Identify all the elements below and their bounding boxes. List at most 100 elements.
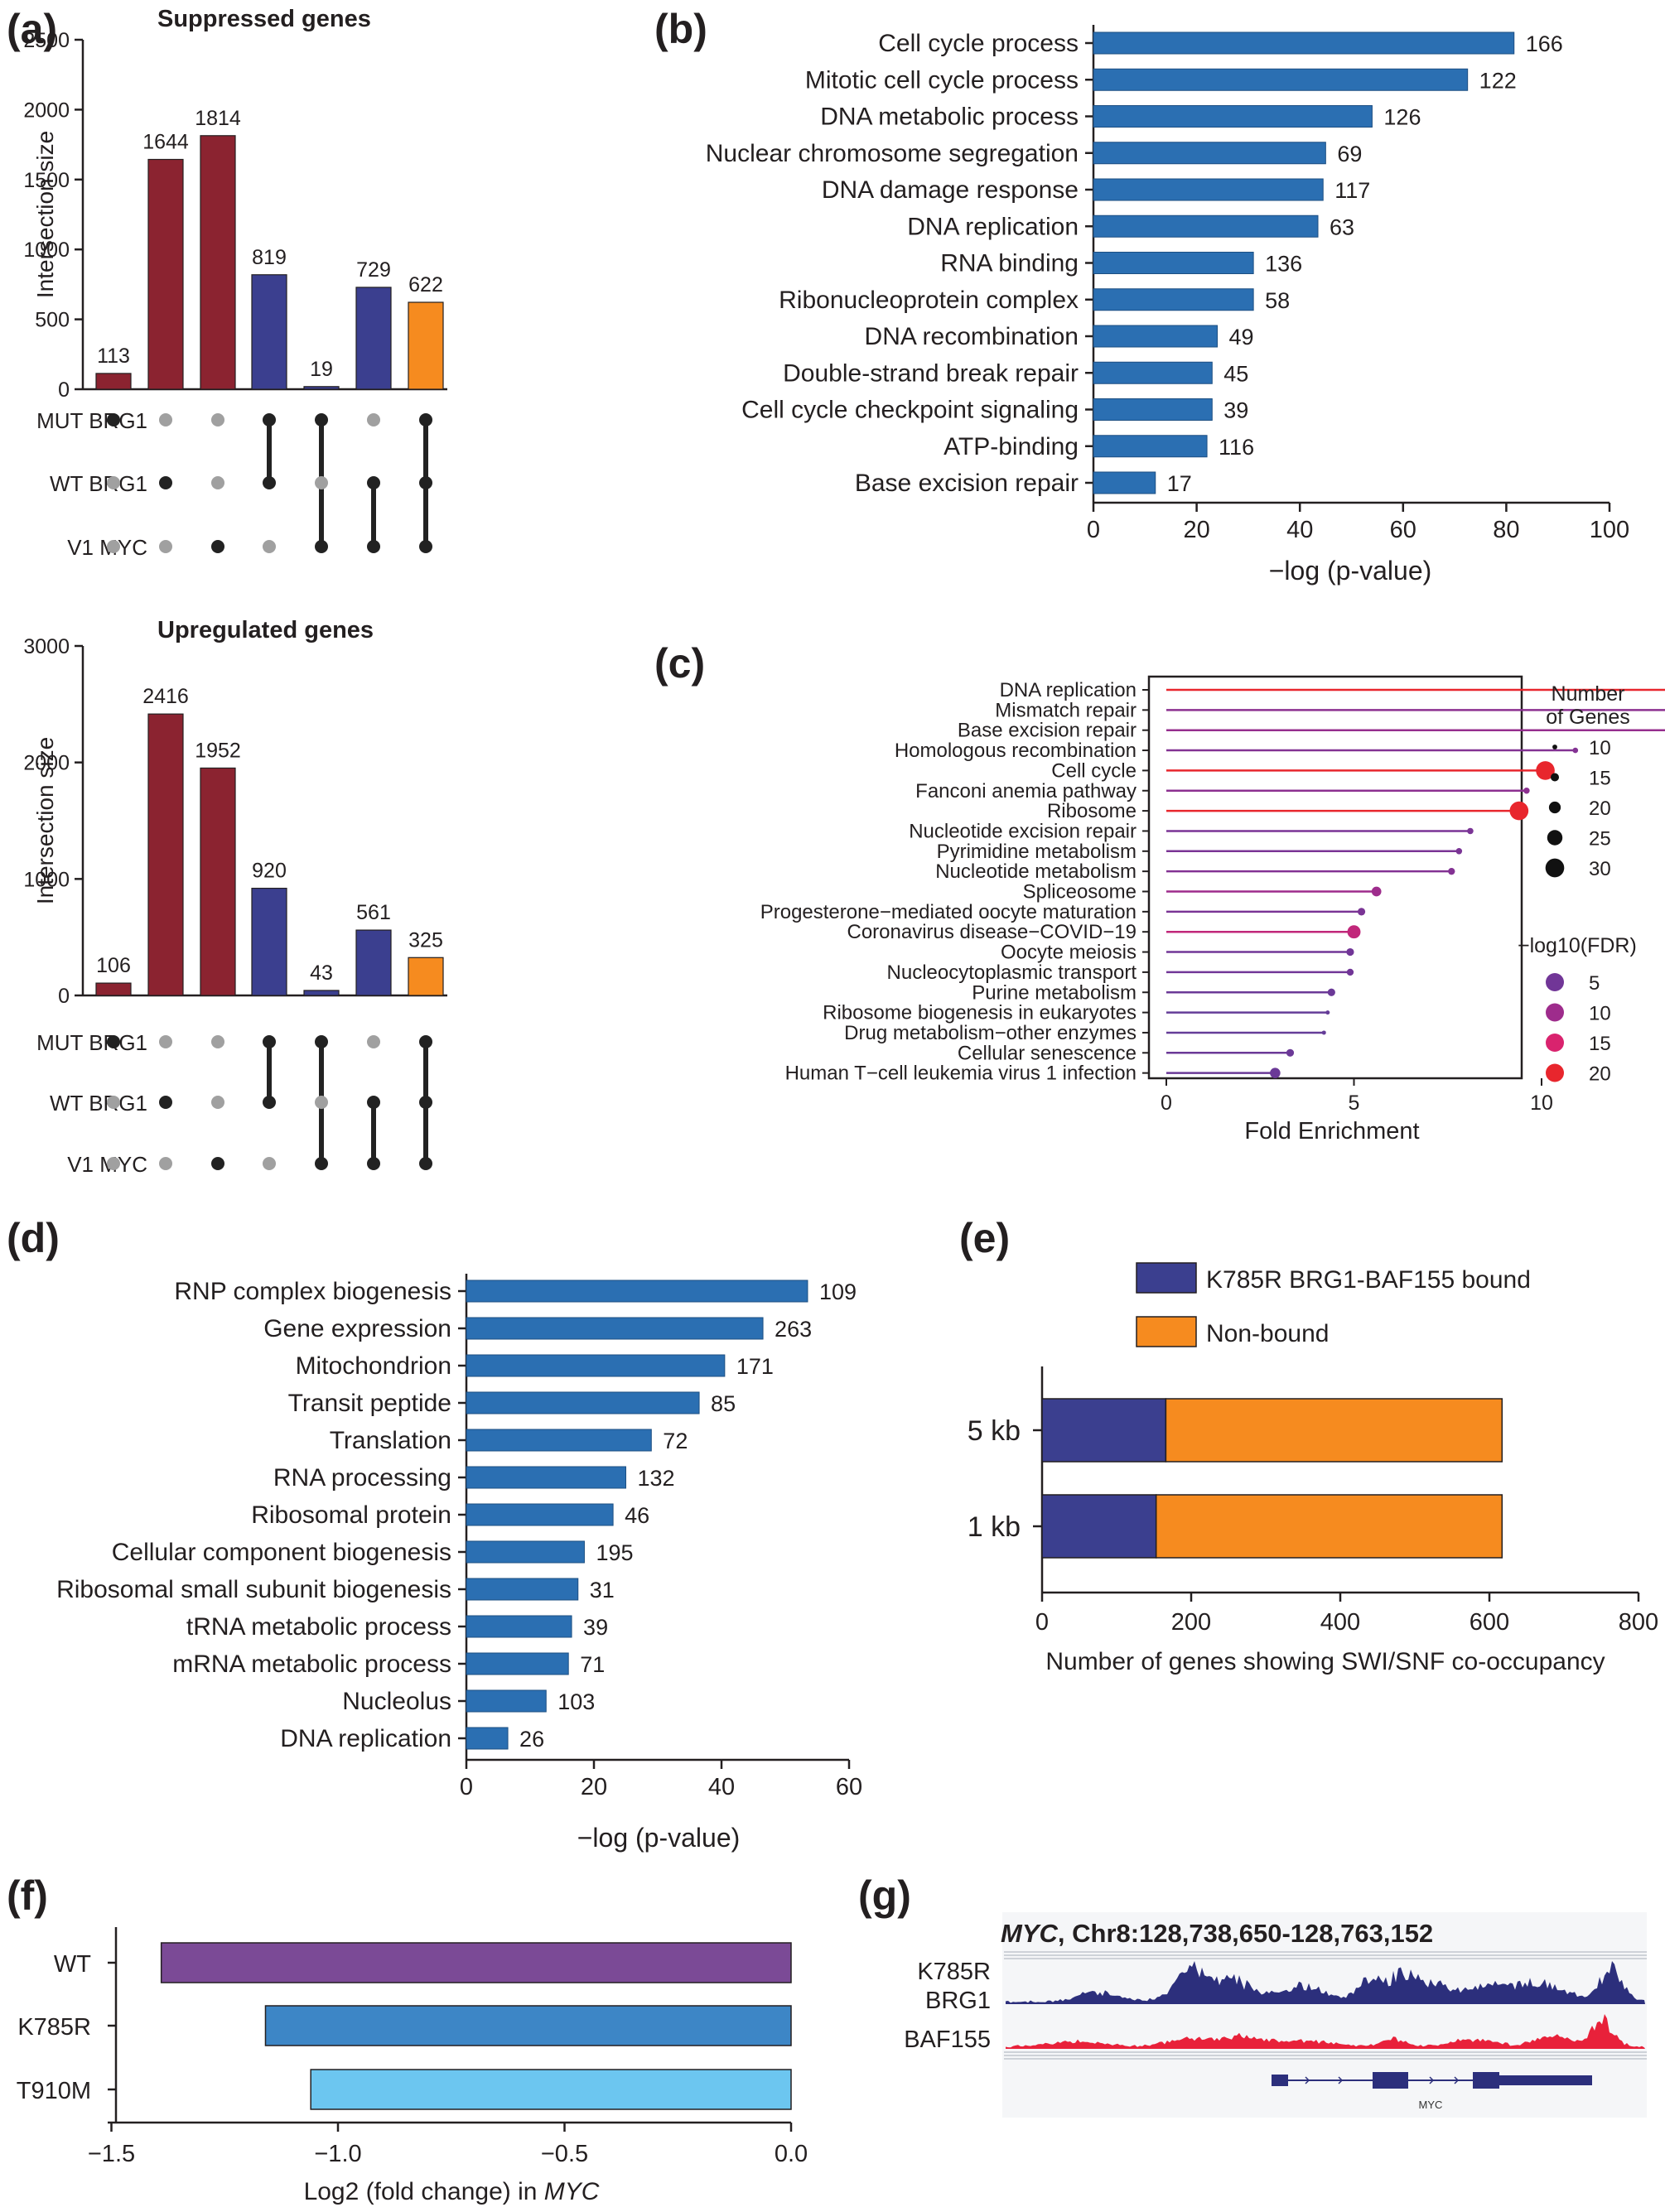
pathway-label: Ribosome [1047,800,1137,822]
upset-suppressed: Suppressed genes 0 500 1000 1500 2000 2500 Inte… [23,6,447,560]
bar-count-label: 85 [711,1391,736,1416]
category-label: Ribosomal small subunit biogenesis [56,1576,451,1603]
set-label: WT BRG1 [50,471,147,496]
x-tick-label: 5 [1349,1092,1360,1115]
x-tick-label: 60 [1390,517,1416,543]
set-dot [315,1157,328,1170]
set-dot [211,1157,224,1170]
gene-label: MYC [1419,2099,1443,2111]
bar-count-label: 39 [1223,398,1248,423]
lollipop-dot [1467,827,1474,835]
gene-exon-1 [1272,2075,1288,2086]
bar [1093,105,1373,128]
set-dot [107,413,120,426]
bar [1093,178,1324,201]
go-upregulated-chart: 0 20 40 60 −log (p-value) RNP complex biogene… [56,1274,862,1853]
lollipop-dot [1270,1067,1281,1078]
stacked-bar-segment [1041,1398,1167,1463]
bar-count-label: 26 [519,1727,544,1752]
x-tick-label: 0 [1161,1092,1172,1115]
go-suppressed-chart: 0 20 40 60 80 100 −log (p-value) Cell cycle pro… [706,25,1629,586]
lollipop-dot [1357,908,1366,916]
y-tick-label: 1500 [23,169,70,192]
size-legend-title-1: Number [1552,682,1625,706]
x-axis-label: −log (p-value) [1269,556,1432,586]
bar [1093,288,1254,311]
set-dot [211,413,224,426]
bar-value-label: 819 [252,246,287,269]
y-tick-label: 2500 [23,29,70,52]
y-axis-label: Intersection size [32,131,58,298]
set-dot [159,1035,172,1048]
bar [466,1578,579,1601]
y-tick-label: 2000 [23,752,70,775]
stacked-bar-segment [1165,1398,1503,1463]
pathway-label: Drug metabolism−other enzymes [844,1022,1137,1044]
set-dot [107,476,120,489]
set-dot [211,476,224,489]
pathway-label: Nucleotide metabolism [935,860,1137,883]
legend-swatch-nonbound [1136,1316,1197,1347]
size-legend-label: 20 [1589,798,1611,820]
panel-label-c: (c) [654,640,705,687]
color-legend-label: 5 [1589,972,1600,995]
track-label-baf155: BAF155 [904,2026,991,2053]
bar-value-label: 43 [310,961,333,985]
bar [200,767,236,996]
size-legend-dot [1545,858,1565,878]
set-dot [419,476,432,489]
x-tick-label: 600 [1470,1609,1509,1636]
x-tick-label: 400 [1320,1609,1360,1636]
color-legend-title: −log10(FDR) [1518,934,1637,957]
set-dot [419,1035,432,1048]
bar-count-label: 72 [663,1429,688,1453]
category-label: Nucleolus [342,1688,451,1715]
bar [466,1652,569,1675]
x-tick-label: 60 [836,1774,862,1800]
set-dot [315,1096,328,1109]
bar-count-label: 71 [580,1652,605,1677]
set-dot [211,1035,224,1048]
bar-count-label: 117 [1334,178,1370,203]
color-legend-label: 15 [1589,1033,1611,1055]
lollipop-dot [1347,925,1361,939]
size-legend-label: 25 [1589,828,1611,851]
category-label: Transit peptide [288,1390,451,1417]
lollipop-dot [1371,886,1382,897]
bar [466,1503,614,1526]
bar [147,158,184,390]
panel-labels: (a) (b) (c) (d) (e) (f) (g) [7,6,1010,1919]
bar [466,1540,585,1564]
y-tick-label: 1000 [23,868,70,891]
bar-count-label: 109 [819,1279,857,1304]
lollipop-dot [1455,848,1463,855]
set-dot [211,1096,224,1109]
category-label: Mitotic cell cycle process [805,66,1079,94]
strand-arrow [1429,2076,1435,2084]
locus-gene: MYC [1001,1919,1059,1948]
bar-count-label: 126 [1383,105,1421,130]
lollipop-dot [1286,1048,1295,1057]
pathway-label: Purine metabolism [972,981,1137,1004]
bar [1093,68,1469,91]
bar [355,929,392,996]
size-legend-label: 15 [1589,768,1611,790]
panel-label-f: (f) [7,1872,48,1919]
bar-count-label: 116 [1219,435,1254,460]
size-legend-dot [1548,801,1561,814]
bar [200,135,236,390]
bar-count-label: 31 [590,1578,615,1602]
bar-value-label: 622 [408,273,443,296]
bar [1093,435,1208,458]
set-dot [159,476,172,489]
x-tick-label: 20 [1183,517,1209,543]
gene-exon-2 [1373,2072,1408,2089]
x-tick-label: 40 [708,1774,735,1800]
x-tick-label: 800 [1619,1609,1658,1636]
color-legend-dot [1546,973,1564,991]
bar [303,386,340,390]
chart-title: Upregulated genes [157,617,374,643]
pathway-label: Coronavirus disease−COVID−19 [847,921,1137,943]
bar-count-label: 171 [736,1354,774,1379]
